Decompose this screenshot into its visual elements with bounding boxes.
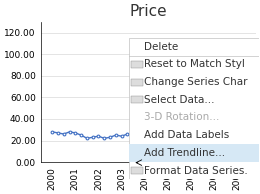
Text: Select Data...: Select Data... xyxy=(144,95,215,105)
FancyBboxPatch shape xyxy=(131,167,143,174)
Text: Delete: Delete xyxy=(144,42,179,52)
FancyBboxPatch shape xyxy=(129,144,259,162)
FancyBboxPatch shape xyxy=(131,79,143,86)
Text: Add Data Labels: Add Data Labels xyxy=(144,130,230,140)
FancyBboxPatch shape xyxy=(131,96,143,103)
Text: Reset to Match Styl: Reset to Match Styl xyxy=(144,59,245,69)
Text: Add Trendline...: Add Trendline... xyxy=(144,148,225,158)
Title: Price: Price xyxy=(129,4,167,19)
Text: Format Data Series.: Format Data Series. xyxy=(144,166,248,176)
Text: Change Series Char: Change Series Char xyxy=(144,77,248,87)
FancyBboxPatch shape xyxy=(129,38,259,179)
Text: 3-D Rotation...: 3-D Rotation... xyxy=(144,113,220,122)
FancyBboxPatch shape xyxy=(131,61,143,68)
